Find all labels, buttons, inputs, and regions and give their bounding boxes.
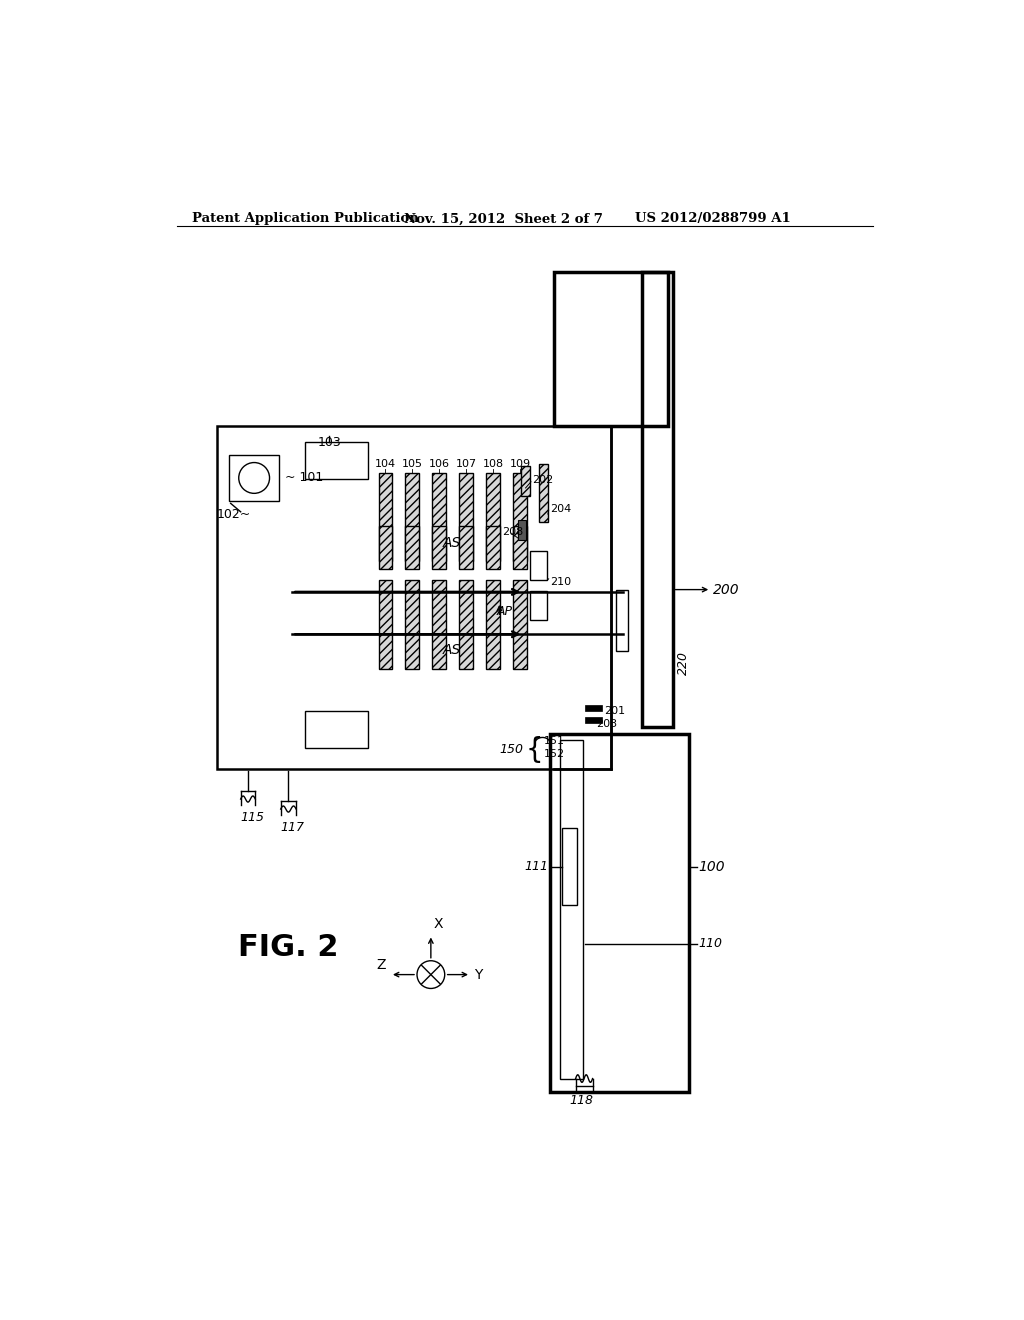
Text: 200: 200 — [713, 582, 739, 597]
Bar — [513, 527, 527, 569]
Bar — [585, 705, 602, 711]
Text: 201: 201 — [604, 706, 626, 717]
Bar — [217, 426, 611, 770]
Bar — [486, 581, 500, 669]
Bar — [486, 527, 500, 569]
Text: 100: 100 — [698, 859, 725, 874]
Text: 103: 103 — [317, 436, 341, 449]
Text: 210: 210 — [550, 577, 571, 587]
Text: 104: 104 — [375, 459, 396, 469]
Bar — [229, 455, 280, 502]
Bar — [615, 590, 628, 651]
Text: 203: 203 — [596, 719, 617, 730]
Text: 102~: 102~ — [217, 508, 251, 521]
Bar — [379, 473, 392, 561]
Bar — [486, 473, 500, 561]
Bar — [530, 552, 547, 581]
Text: 202: 202 — [532, 475, 554, 486]
Text: 105: 105 — [401, 459, 423, 469]
Bar — [432, 581, 446, 669]
Bar — [521, 466, 530, 496]
Text: 111: 111 — [524, 861, 549, 874]
Text: FIG. 2: FIG. 2 — [239, 933, 339, 962]
Text: Y: Y — [474, 968, 482, 982]
Text: AP: AP — [497, 605, 513, 618]
Bar — [406, 527, 419, 569]
Bar — [554, 272, 668, 426]
Bar — [562, 829, 578, 906]
Text: AS: AS — [442, 643, 461, 656]
Bar — [432, 527, 446, 569]
Bar — [406, 581, 419, 669]
Text: 108: 108 — [482, 459, 504, 469]
Text: US 2012/0288799 A1: US 2012/0288799 A1 — [635, 213, 791, 226]
Bar — [304, 442, 368, 479]
Bar — [304, 711, 368, 748]
Text: 115: 115 — [241, 812, 264, 825]
Text: 204: 204 — [550, 504, 571, 513]
Bar — [585, 717, 602, 723]
Text: 117: 117 — [281, 821, 305, 834]
Bar — [432, 473, 446, 561]
Bar — [379, 527, 392, 569]
Text: ~ 101: ~ 101 — [285, 471, 323, 483]
Bar — [379, 581, 392, 669]
Text: Nov. 15, 2012  Sheet 2 of 7: Nov. 15, 2012 Sheet 2 of 7 — [403, 213, 603, 226]
Text: AS: AS — [442, 536, 461, 550]
Text: 106: 106 — [429, 459, 450, 469]
Text: 118: 118 — [569, 1094, 593, 1107]
Bar — [513, 473, 527, 561]
Text: Z: Z — [377, 958, 386, 973]
Text: 109: 109 — [510, 459, 530, 469]
Text: 208: 208 — [503, 527, 523, 537]
Bar — [642, 272, 673, 726]
Bar — [460, 527, 473, 569]
Bar — [539, 465, 548, 521]
Text: $\{$: $\{$ — [525, 734, 541, 766]
Bar — [518, 520, 525, 540]
Text: 152: 152 — [544, 748, 565, 759]
Text: X: X — [434, 917, 443, 932]
Bar — [513, 581, 527, 669]
Bar — [550, 734, 689, 1093]
Text: Patent Application Publication: Patent Application Publication — [193, 213, 419, 226]
Bar — [530, 591, 547, 620]
Text: 151: 151 — [544, 737, 565, 746]
Bar — [460, 581, 473, 669]
Text: 110: 110 — [698, 937, 723, 950]
Text: 107: 107 — [456, 459, 477, 469]
Text: 150: 150 — [500, 743, 523, 756]
Text: 220: 220 — [677, 651, 690, 676]
Bar — [460, 473, 473, 561]
Bar — [560, 739, 584, 1078]
Bar — [406, 473, 419, 561]
